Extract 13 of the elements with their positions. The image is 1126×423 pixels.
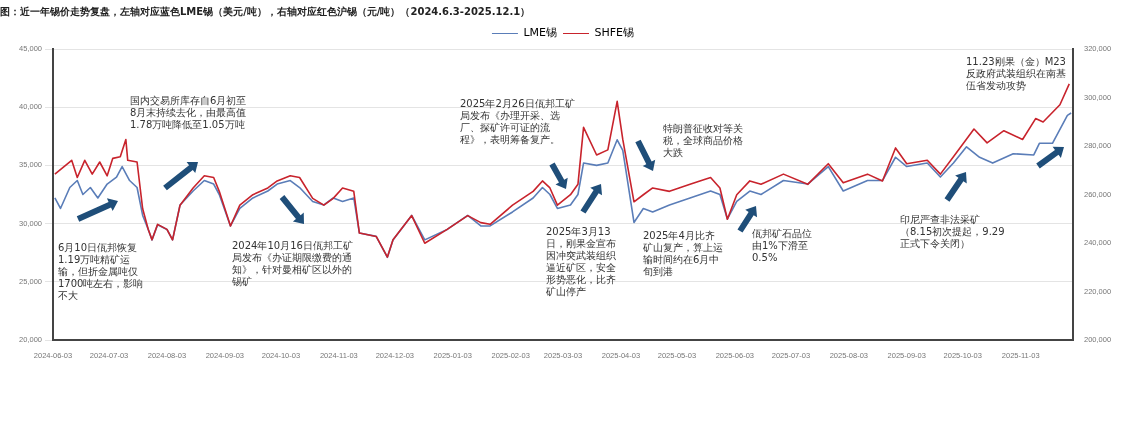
legend-label: LME锡 <box>523 26 558 40</box>
annotation: 国内交易所库存自6月初至8月末持续去化，由最高值1.78万吨降低至1.05万吨 <box>130 95 248 131</box>
annotation: 2024年10月16日佤邦工矿局发布《办证期限缴费的通知》，针对曼相矿区以外的锡矿 <box>232 240 354 288</box>
annotation: 2025年2月26日佤邦工矿局发布《办理开采、选厂、探矿许可证的流程》，表明筹备复产。 <box>460 98 576 146</box>
annotation: 6月10日佤邦恢复1.19万吨精矿运输，但折金属吨仅1700吨左右，影响不大 <box>58 242 145 302</box>
annotation: 2025年4月比齐矿山复产，算上运输时间约在6月中旬到港 <box>643 230 723 278</box>
annotation: 11.23刚果（金）M23反政府武装组织在南基伍省发动攻势 <box>966 56 1067 92</box>
annotation: 佤邦矿石品位由1%下滑至0.5% <box>752 228 813 264</box>
chart-title: 图：近一年锡价走势复盘，左轴对应蓝色LME锡（美元/吨），右轴对应红色沪锡（元/吨）（2024.6.3-2025.12.1） <box>0 5 531 17</box>
annotation: 2025年3月13日，刚果金宣布因冲突武装组织逼近矿区，安全形势恶化，比齐矿山停产 <box>546 226 617 298</box>
annotation: 印尼严查非法采矿（8.15初次提起，9.29正式下令关闭） <box>900 214 1006 250</box>
annotation: 特朗普征收对等关税，全球商品价格大跌 <box>663 123 743 159</box>
legend-label: SHFE锡 <box>594 26 635 40</box>
